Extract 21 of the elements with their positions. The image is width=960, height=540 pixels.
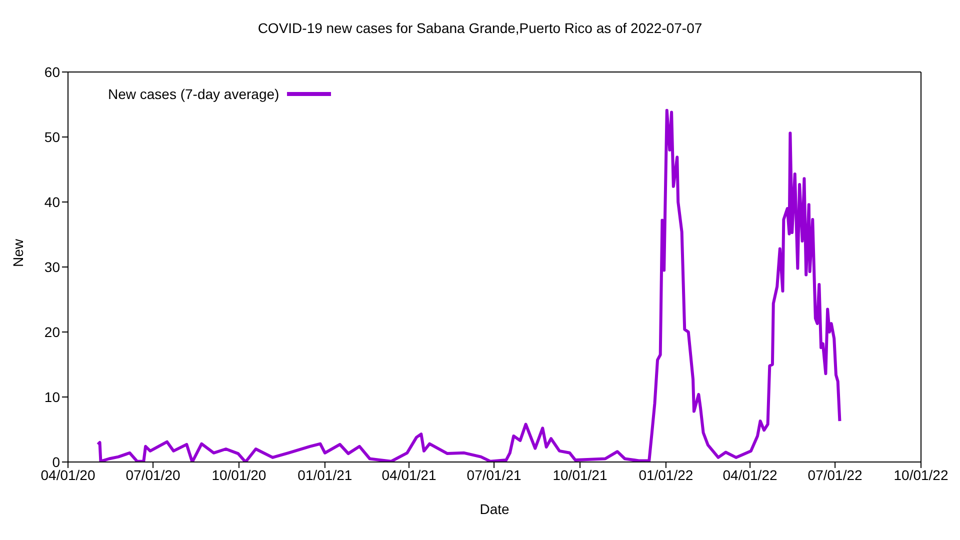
y-tick-label: 20 [44, 324, 60, 340]
line-series [96, 108, 842, 462]
x-tick-label: 10/01/21 [552, 466, 608, 483]
x-tick-label: 04/01/22 [722, 466, 778, 483]
y-tick-label: 10 [44, 388, 60, 405]
y-tick-label: 30 [44, 258, 60, 275]
y-axis-title: New [10, 238, 26, 267]
x-tick-label: 07/01/21 [466, 466, 522, 483]
y-tick-label: 50 [44, 128, 60, 145]
x-tick-label: 07/01/22 [808, 466, 863, 483]
y-tick-label: 60 [44, 64, 60, 80]
x-tick-label: 10/01/20 [212, 466, 266, 483]
x-axis-title: Date [480, 501, 510, 517]
chart-title: COVID-19 new cases for Sabana Grande,Puerto Rico as of 2022-07-07 [256, 20, 704, 36]
x-tick-label: 10/01/22 [894, 466, 948, 483]
legend-label: New cases (7-day average) [108, 86, 280, 102]
x-tick-label: 01/01/22 [638, 466, 694, 483]
y-tick-label: 40 [44, 194, 60, 210]
x-tick-label: 01/01/21 [298, 466, 352, 483]
x-tick-label: 07/01/20 [126, 466, 180, 483]
x-tick-label: 04/01/21 [382, 466, 436, 483]
